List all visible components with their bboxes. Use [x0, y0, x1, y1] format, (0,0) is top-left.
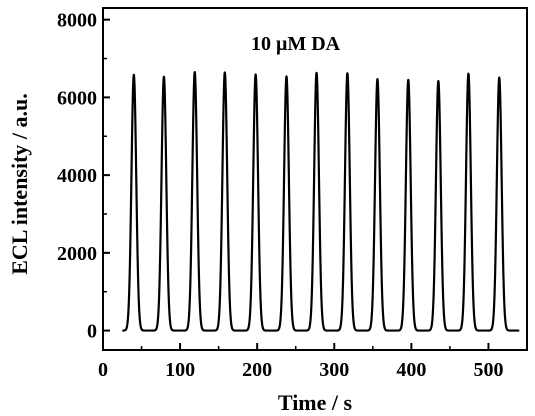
ecl-series-line	[121, 71, 521, 332]
x-tick-label: 200	[242, 359, 272, 381]
x-tick-label: 500	[473, 359, 503, 381]
y-axis-ticks: 0 2000 4000 6000 8000	[57, 10, 110, 343]
x-tick-label: 100	[165, 359, 195, 381]
x-tick-label: 400	[396, 359, 426, 381]
y-tick-label: 8000	[57, 10, 97, 32]
x-axis-ticks: 0 100 200 300 400 500	[98, 343, 503, 381]
y-tick-label: 4000	[57, 165, 97, 187]
x-tick-label: 0	[98, 359, 108, 381]
y-axis-title: ECL intensity / a.u.	[7, 93, 32, 275]
y-tick-label: 6000	[57, 87, 97, 109]
plot-frame	[102, 7, 528, 351]
x-axis-title: Time / s	[278, 390, 353, 415]
chart-annotation: 10 μM DA	[251, 33, 341, 55]
y-tick-label: 2000	[57, 243, 97, 265]
y-tick-label: 0	[87, 321, 97, 343]
x-tick-label: 300	[319, 359, 349, 381]
